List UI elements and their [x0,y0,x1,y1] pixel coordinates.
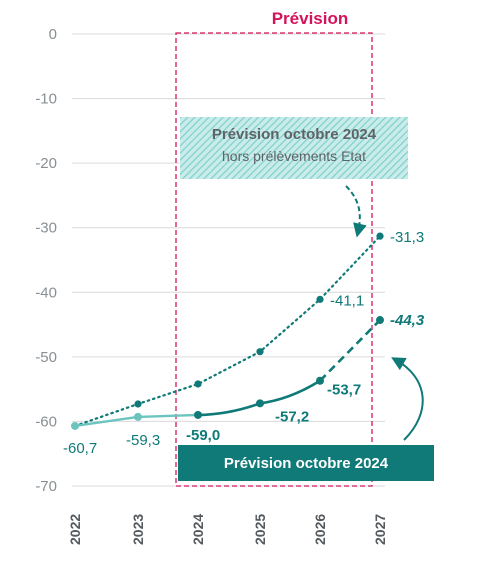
arrow-to-main-series-icon [391,357,424,441]
series-main-point [256,399,264,408]
hors-prelevements-subtitle: hors prélèvements Etat [222,148,366,164]
main-series-box [178,445,434,481]
data-label: -41,1 [330,292,364,309]
x-tick-label: 2025 [252,514,268,545]
hors-prelevements-annotation: Prévision octobre 2024 hors prélèvements… [180,117,408,238]
series-main-point [376,316,384,325]
grid [72,33,385,487]
y-tick-label: 0 [49,26,57,43]
y-tick-label: -70 [35,478,57,495]
hors-prelevements-title: Prévision octobre 2024 [212,126,377,143]
y-tick-label: -20 [35,155,57,172]
series [71,232,384,430]
series-main-point [316,376,324,385]
series-main-dashed-line [319,319,381,382]
data-label: -60,7 [63,440,97,457]
series-hors-prelevements-point [134,400,142,408]
series-hors-prelevements-point [194,380,202,388]
series-hors-prelevements-line [73,235,382,428]
series-hors-prelevements-point [256,348,264,356]
y-tick-label: -30 [35,220,57,237]
data-label: -44,3 [390,312,425,329]
series-hors-prelevements-point [316,295,324,303]
main-series-annotation: Prévision octobre 2024 [178,357,434,481]
y-axis-ticks: 0 -10 -20 -30 -40 -50 -60 -70 [35,26,57,495]
hors-prelevements-box [180,117,408,179]
series-main-point [134,412,142,421]
y-tick-label: -40 [35,284,57,301]
series-main-point [71,421,79,430]
x-tick-label: 2026 [312,514,328,545]
series-hors-prelevements-point [376,232,384,240]
data-label: -53,7 [327,382,361,399]
arrow-to-hors-series-icon [345,185,367,238]
y-tick-label: -10 [35,91,57,108]
forecast-header: Prévision [272,9,349,28]
main-series-box-label: Prévision octobre 2024 [224,455,389,472]
x-tick-label: 2022 [67,514,83,545]
x-axis-ticks: 2022 2023 2024 2025 2026 2027 [67,514,388,545]
x-tick-label: 2023 [130,514,146,545]
y-tick-label: -50 [35,349,57,366]
data-label: -57,2 [275,408,309,425]
series-main-point [194,410,202,419]
y-tick-label: -60 [35,413,57,430]
x-tick-label: 2024 [190,514,206,545]
data-label: -59,0 [186,427,220,444]
x-tick-label: 2027 [372,514,388,545]
data-label: -31,3 [390,229,424,246]
data-labels: -60,7 -59,3 -59,0 -57,2 -53,7 -44,3 -41,1 -31,3 [63,229,425,457]
forecast-frame [175,32,373,487]
data-label: -59,3 [126,432,160,449]
